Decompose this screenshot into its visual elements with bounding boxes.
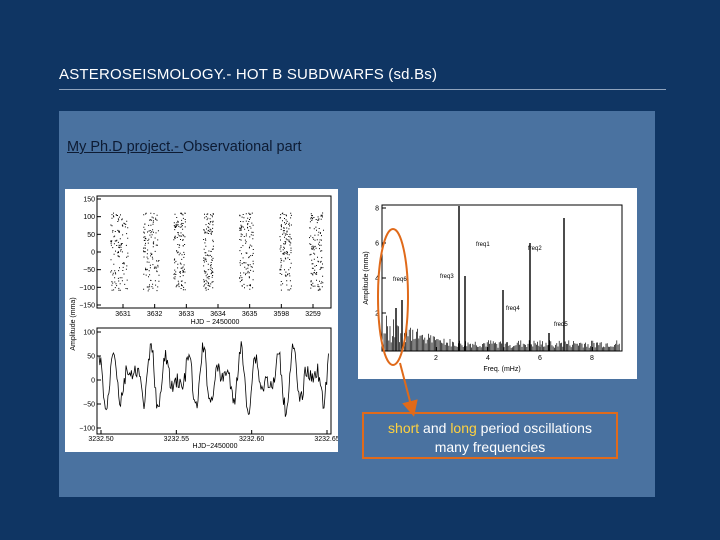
bottom-x-tick-label: 3232.60 (239, 436, 264, 443)
spectrum-figure: 8 6 4 2 2 4 6 8 freq1 freq2 freq3 freq4 freq5 freq6 A… (358, 188, 637, 379)
slide-title: ASTEROSEISMOLOGY.- HOT B SUBDWARFS (sd.B… (59, 66, 438, 83)
spectrum-peak-label: freq6 (393, 277, 407, 283)
short-period-oscillation-curve (98, 341, 329, 417)
spectrum-y-tick-label: 4 (375, 276, 379, 283)
callout-word-short: short (388, 420, 420, 436)
bottom-y-tick-label: 50 (87, 354, 95, 361)
callout-line-1: short and long period oscillations (364, 419, 616, 438)
bottom-y-tick-label: 0 (91, 378, 95, 385)
light-curve-figure: 150 100 50 0 −50 −100 −150 3631 3632 3633 3634 3635… (65, 189, 340, 452)
section-subtitle: My Ph.D project.- Observational part (67, 139, 302, 155)
bottom-x-tick-label: 3232.55 (164, 436, 189, 443)
spectrum-x-tick-label: 6 (538, 355, 542, 362)
top-x-tick-label: 3634 (210, 311, 226, 318)
light-curve-segment (143, 212, 160, 292)
bottom-y-tick-label: 100 (83, 330, 95, 337)
top-y-tick-label: −100 (79, 285, 95, 292)
spectrum-y-tick-label: 2 (375, 311, 379, 318)
light-curve-segment (203, 213, 214, 291)
spectrum-y-tick-label: 8 (375, 206, 379, 213)
callout-and: and (419, 420, 451, 436)
top-x-tick-label: 3259 (305, 311, 321, 318)
bottom-x-axis-label: HJD−2450000 (193, 443, 238, 450)
spectrum-svg: 8 6 4 2 2 4 6 8 freq1 freq2 freq3 freq4 freq5 freq6 A… (363, 204, 623, 373)
top-x-tick-label: 3635 (242, 311, 258, 318)
spectrum-y-tick-label: 6 (375, 241, 379, 248)
bottom-y-tick-label: −50 (83, 402, 95, 409)
bottom-panel-frame (96, 327, 332, 435)
spectrum-x-tick-label: 2 (434, 355, 438, 362)
left-y-axis-label: Amplitude (mma) (70, 297, 77, 350)
bottom-x-tick-label: 3232.50 (88, 436, 113, 443)
spectrum-peak-label: freq5 (554, 322, 568, 328)
top-y-tick-label: −150 (79, 303, 95, 310)
top-y-tick-label: 0 (91, 250, 95, 257)
top-x-tick-label: 3633 (179, 311, 195, 318)
spectrum-peak-label: freq4 (506, 306, 520, 312)
top-x-tick-label: 3598 (274, 311, 290, 318)
subtitle-underlined: My Ph.D project.- (67, 139, 184, 155)
callout-rest: period oscillations (476, 420, 592, 436)
bottom-x-tick-label: 3232.65 (314, 436, 338, 443)
spectrum-x-tick-label: 8 (590, 355, 594, 362)
spectrum-peak-label: freq2 (528, 246, 542, 252)
callout-box: short and long period oscillations many … (362, 412, 618, 459)
spectrum-peak-label: freq3 (440, 274, 454, 280)
title-underline-rule (59, 89, 666, 90)
light-curve-segment (239, 212, 254, 290)
light-curve-segment (173, 212, 186, 291)
spectrum-peak-label: freq1 (476, 242, 490, 248)
top-y-tick-label: −50 (83, 267, 95, 274)
top-y-tick-label: 50 (87, 232, 95, 239)
subtitle-rest: Observational part (183, 139, 302, 155)
top-x-tick-label: 3632 (147, 311, 163, 318)
top-x-axis-label: HJD − 2450000 (191, 319, 240, 326)
right-x-axis-label: Freq. (mHz) (483, 366, 520, 373)
bottom-y-tick-label: −100 (79, 426, 95, 433)
callout-word-long: long (450, 420, 477, 436)
light-curve-segment (110, 212, 129, 291)
top-x-tick-label: 3631 (115, 311, 131, 318)
highlight-ellipse (377, 228, 409, 366)
right-y-axis-label: Amplitude (mma) (363, 251, 370, 304)
top-y-tick-label: 150 (83, 197, 95, 204)
spectrum-noise (383, 315, 620, 351)
light-curve-segment (279, 212, 292, 291)
callout-arrow (399, 362, 418, 417)
light-curve-svg: 150 100 50 0 −50 −100 −150 3631 3632 3633 3634 3635… (70, 195, 340, 450)
top-y-tick-label: 100 (83, 214, 95, 221)
callout-line-2: many frequencies (434, 439, 546, 455)
light-curve-segment (309, 212, 324, 291)
spectrum-x-tick-label: 4 (486, 355, 490, 362)
